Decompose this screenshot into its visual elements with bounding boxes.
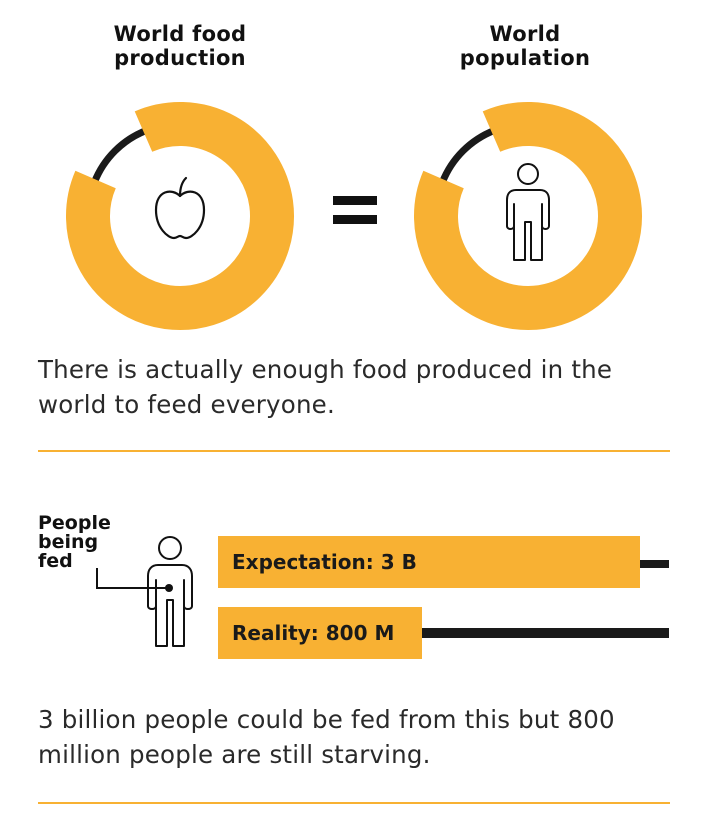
ring-heading-food: World food production [113, 22, 247, 70]
reality-track [422, 628, 669, 638]
expectation-bar: Expectation: 3 B [218, 536, 640, 588]
expectation-track [640, 560, 669, 568]
section-divider-1 [38, 450, 670, 452]
ring-fill [414, 102, 642, 330]
legend-leader-line [96, 568, 173, 592]
apple-icon [154, 176, 206, 240]
donut-chart-population [414, 102, 642, 330]
donut-chart-food [66, 102, 294, 330]
expectation-label: Expectation: 3 B [232, 550, 417, 574]
ring-fill [66, 102, 294, 330]
reality-bar: Reality: 800 M [218, 607, 422, 659]
statement-still-starving: 3 billion people could be fed from this … [38, 705, 615, 769]
section-divider-2 [38, 802, 670, 804]
statement-enough-food: There is actually enough food produced i… [38, 355, 613, 419]
equals-icon [333, 196, 377, 226]
people-fed-label: People being fed [38, 512, 111, 572]
person-icon [147, 536, 193, 647]
person-icon [506, 163, 550, 261]
ring-heading-population: World population [459, 22, 591, 70]
reality-label: Reality: 800 M [232, 621, 395, 645]
